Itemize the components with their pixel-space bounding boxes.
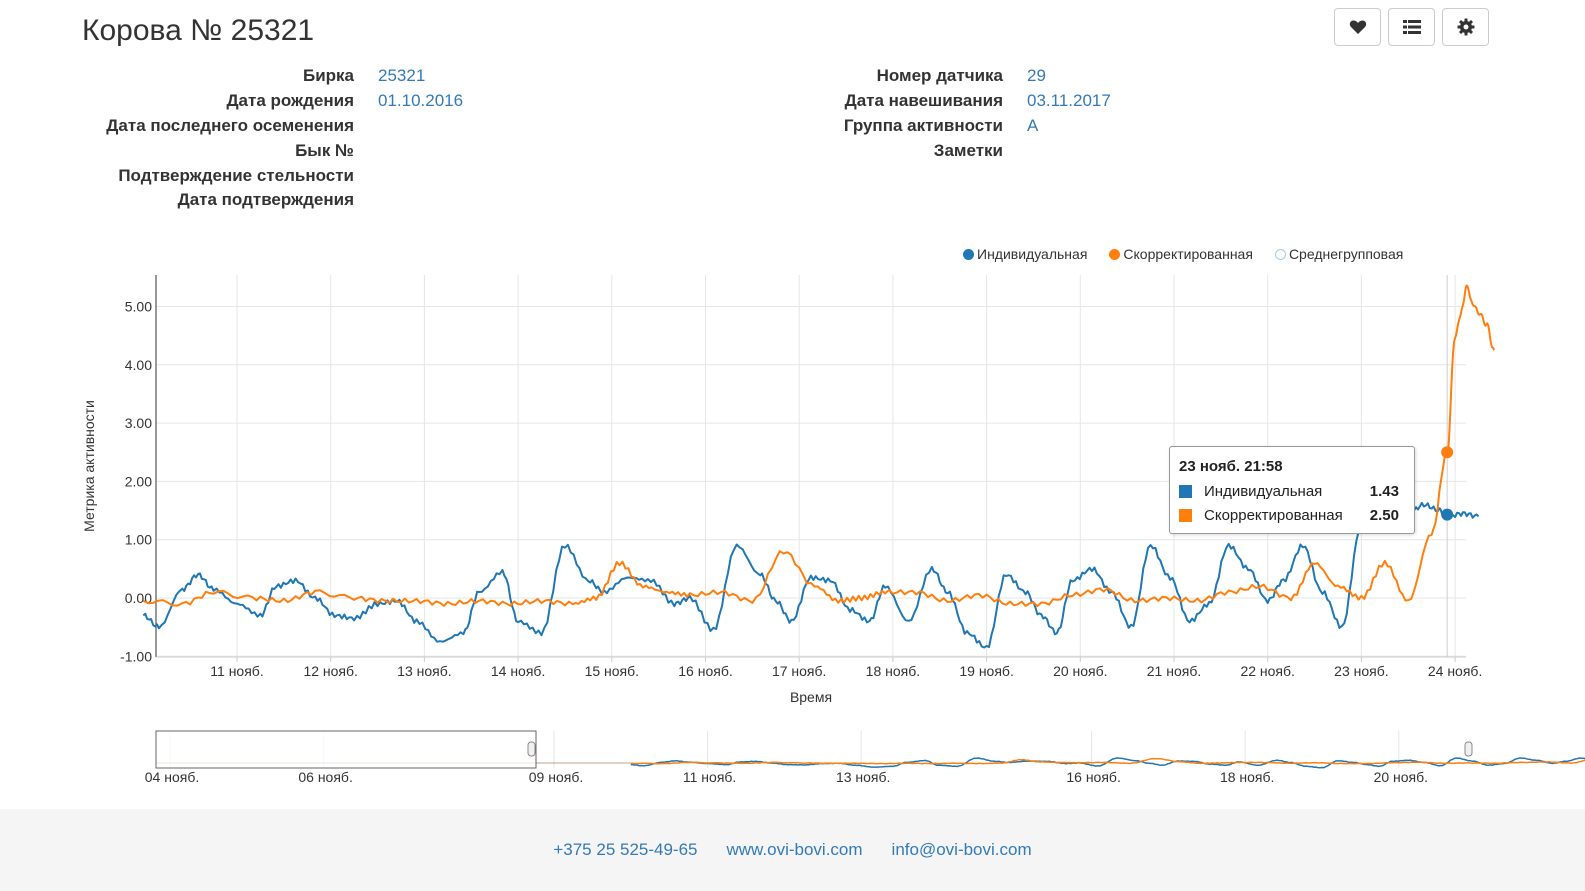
legend-label: Среднегрупповая: [1288, 246, 1404, 262]
tooltip-series-value: 1.43: [1369, 483, 1399, 500]
navigator-tick-label: 06 нояб.: [298, 769, 352, 785]
x-tick-label: 13 нояб.: [397, 663, 451, 679]
navigator-mask: [155, 730, 537, 769]
x-tick-label: 15 нояб.: [585, 663, 639, 679]
info-row-birthdate: Дата рождения 01.10.2016: [0, 89, 463, 114]
list-button[interactable]: [1388, 8, 1435, 46]
chart-legend: Индивидуальная Скорректированная Среднег…: [963, 246, 1403, 262]
series-line-individual: [142, 501, 1480, 649]
tooltip-series-value: 2.50: [1369, 507, 1399, 524]
tooltip-row-corrected: Скорректированная 2.50: [1179, 507, 1399, 524]
legend-label: Скорректированная: [1123, 246, 1253, 262]
list-icon: [1402, 20, 1421, 34]
navigator-tick-label: 18 нояб.: [1220, 769, 1274, 785]
footer-phone-link[interactable]: +375 25 525-49-65: [553, 840, 698, 859]
x-tick-label: 17 нояб.: [772, 663, 826, 679]
toolbar: [1334, 8, 1494, 46]
navigator-series: [630, 757, 1585, 765]
favorite-button[interactable]: [1334, 8, 1381, 46]
info-label: Дата подтверждения: [177, 190, 354, 210]
x-tick-label: 22 нояб.: [1240, 663, 1294, 679]
info-value[interactable]: 01.10.2016: [378, 91, 464, 111]
navigator-tick-label: 11 нояб.: [683, 769, 736, 785]
legend-item-group-average[interactable]: Среднегрупповая: [1274, 246, 1404, 262]
y-tick-label: 4.00: [125, 357, 152, 373]
legend-label: Индивидуальная: [977, 246, 1088, 262]
hover-point: [1441, 508, 1454, 521]
legend-item-corrected[interactable]: Скорректированная: [1109, 246, 1253, 262]
tooltip-swatch: [1179, 509, 1192, 522]
y-tick-label: 1.00: [125, 532, 152, 548]
tooltip-swatch: [1179, 485, 1192, 498]
info-row-confirm-date: Дата подтверждения: [0, 188, 463, 213]
x-tick-label: 21 нояб.: [1147, 663, 1201, 679]
info-value[interactable]: 25321: [378, 66, 426, 86]
info-row-sensor: Номер датчика 29: [800, 64, 1111, 89]
cow-info-left: Бирка 25321 Дата рождения 01.10.2016 Дата …: [0, 64, 463, 213]
info-label: Дата навешивания: [844, 91, 1003, 111]
navigator-handle-left[interactable]: [527, 741, 536, 757]
navigator-tick-label: 09 нояб.: [529, 769, 583, 785]
x-tick-label: 18 нояб.: [866, 663, 920, 679]
info-label: Группа активности: [843, 115, 1003, 135]
info-label: Бык №: [295, 140, 354, 160]
y-tick-label: -1.00: [120, 648, 152, 664]
heart-icon: [1349, 20, 1366, 34]
navigator-tick-label: 04 нояб.: [145, 769, 199, 785]
x-tick-label: 11 нояб.: [210, 663, 263, 679]
settings-button[interactable]: [1442, 8, 1489, 46]
y-tick-label: 5.00: [125, 299, 152, 315]
info-label: Подтверждение стельности: [118, 165, 354, 185]
x-tick-label: 20 нояб.: [1053, 663, 1107, 679]
y-axis-label: Метрика активности: [81, 400, 97, 532]
series-line-corrected: [142, 284, 1496, 608]
x-tick-label: 19 нояб.: [959, 663, 1013, 679]
info-row-bull: Бык №: [0, 138, 463, 163]
info-value[interactable]: 29: [1027, 66, 1046, 86]
chart-tooltip: 23 нояб. 21:58 Индивидуальная 1.43 Скорр…: [1169, 446, 1415, 534]
x-tick-label: 14 нояб.: [491, 663, 545, 679]
legend-dot: [963, 248, 974, 260]
info-row-attach-date: Дата навешивания 03.11.2017: [800, 89, 1111, 114]
info-label: Бирка: [302, 66, 354, 86]
navigator-handle-right[interactable]: [1464, 741, 1473, 757]
info-label: Дата последнего осеменения: [106, 115, 354, 135]
info-row-pregnancy: Подтверждение стельности: [0, 163, 463, 188]
navigator-tick-label: 20 нояб.: [1374, 769, 1428, 785]
y-tick-label: 2.00: [125, 473, 152, 489]
y-tick-label: 3.00: [125, 415, 152, 431]
footer-email-link[interactable]: info@ovi-bovi.com: [891, 840, 1032, 859]
info-row-activity-group: Группа активности A: [800, 114, 1111, 139]
tooltip-row-individual: Индивидуальная 1.43: [1179, 483, 1399, 500]
hover-point: [1441, 446, 1454, 459]
gear-icon: [1457, 18, 1474, 36]
legend-dot: [1109, 248, 1121, 260]
tooltip-series-name: Индивидуальная: [1204, 483, 1323, 500]
navigator-tick-label: 16 нояб.: [1066, 769, 1120, 785]
info-label: Номер датчика: [876, 66, 1003, 86]
legend-dot: [1274, 248, 1286, 260]
legend-item-individual[interactable]: Индивидуальная: [963, 246, 1087, 262]
info-value[interactable]: A: [1027, 115, 1039, 135]
footer-website-link[interactable]: www.ovi-bovi.com: [726, 840, 863, 859]
page-title: Корова № 25321: [82, 14, 315, 47]
footer: +375 25 525-49-65 www.ovi-bovi.com info@…: [0, 809, 1585, 891]
tooltip-series-name: Скорректированная: [1204, 507, 1343, 524]
x-tick-label: 12 нояб.: [303, 663, 357, 679]
tooltip-title: 23 нояб. 21:58: [1179, 458, 1283, 475]
x-tick-label: 16 нояб.: [678, 663, 732, 679]
cow-info-right: Номер датчика 29 Дата навешивания 03.11.20…: [800, 64, 1111, 163]
info-row-notes: Заметки: [800, 138, 1111, 163]
info-value[interactable]: 03.11.2017: [1027, 91, 1111, 111]
navigator-series: [630, 757, 1585, 769]
info-row-last-insemination: Дата последнего осеменения: [0, 114, 463, 139]
info-label: Дата рождения: [226, 91, 354, 111]
x-tick-label: 23 нояб.: [1334, 663, 1388, 679]
info-label: Заметки: [933, 140, 1003, 160]
x-tick-label: 24 нояб.: [1428, 663, 1482, 679]
navigator-tick-label: 13 нояб.: [836, 769, 890, 785]
x-axis-label: Время: [790, 689, 832, 705]
info-row-tag: Бирка 25321: [0, 64, 463, 89]
